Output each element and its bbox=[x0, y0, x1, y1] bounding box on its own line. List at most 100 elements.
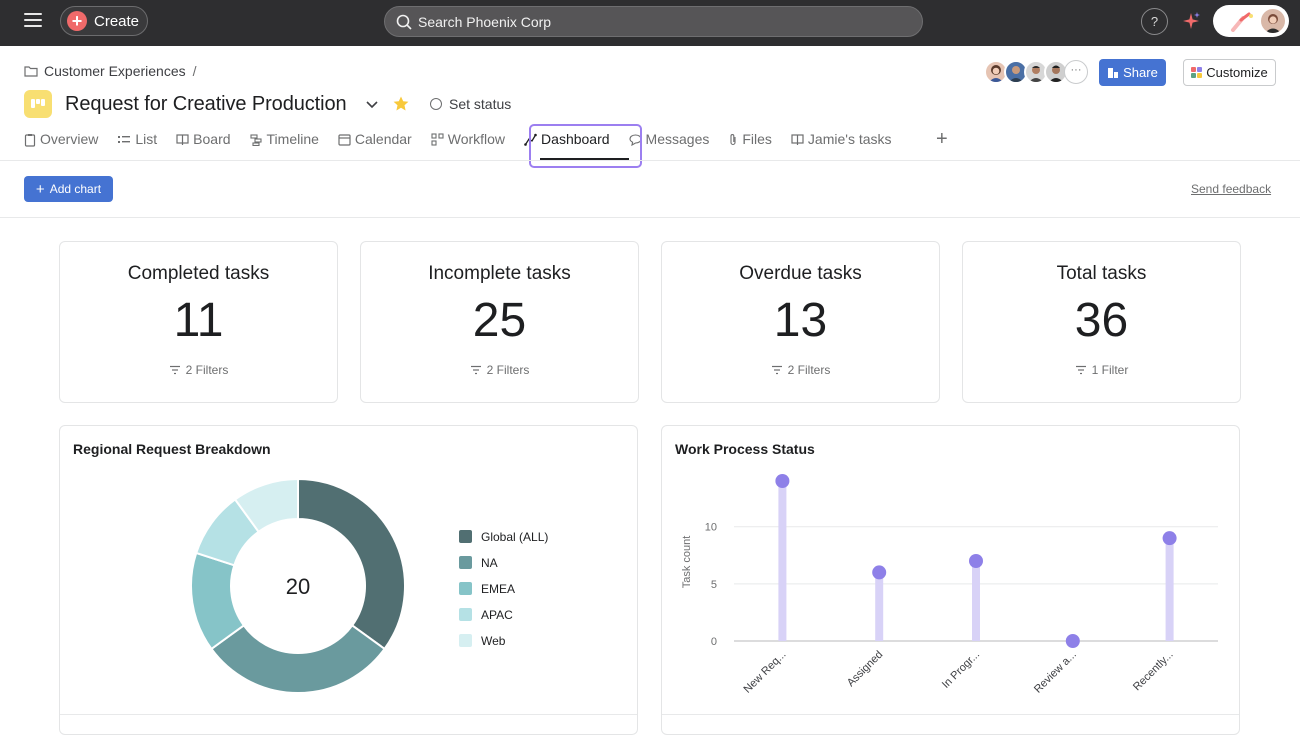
tab-jamies-tasks[interactable]: Jamie's tasks bbox=[791, 125, 892, 161]
stat-card-completed[interactable]: Completed tasks 11 2 Filters bbox=[59, 241, 338, 403]
breadcrumb-separator: / bbox=[192, 63, 197, 79]
help-button[interactable]: ? bbox=[1141, 8, 1168, 35]
tab-label: Jamie's tasks bbox=[807, 131, 892, 147]
chart-title: Regional Request Breakdown bbox=[73, 441, 271, 457]
donut-slice[interactable] bbox=[297, 477, 406, 651]
share-button[interactable]: Share bbox=[1099, 59, 1166, 86]
lollipop-point[interactable] bbox=[969, 554, 983, 568]
legend-label[interactable]: APAC bbox=[481, 608, 513, 622]
legend-label[interactable]: NA bbox=[481, 556, 498, 570]
lollipop-stem[interactable] bbox=[875, 572, 884, 641]
legend-swatch bbox=[459, 556, 472, 569]
timeline-icon bbox=[249, 134, 262, 146]
y-axis-label: Task count bbox=[681, 536, 693, 589]
lollipop-point[interactable] bbox=[775, 474, 790, 488]
lollipop-point[interactable] bbox=[1162, 531, 1177, 546]
add-tab-button[interactable]: + bbox=[936, 128, 948, 150]
stat-card-overdue[interactable]: Overdue tasks 13 2 Filters bbox=[661, 241, 940, 403]
legend-swatch bbox=[459, 582, 472, 595]
tab-timeline[interactable]: Timeline bbox=[249, 125, 319, 161]
top-bar: + Create Search Phoenix Corp ? bbox=[0, 0, 1300, 46]
y-tick-label: 0 bbox=[711, 636, 717, 648]
search-input[interactable]: Search Phoenix Corp bbox=[384, 6, 923, 37]
tab-list[interactable]: List bbox=[117, 125, 157, 161]
stat-filter[interactable]: 2 Filters bbox=[662, 363, 939, 377]
tab-label: Overview bbox=[40, 131, 99, 147]
filter-icon bbox=[470, 365, 481, 375]
lollipop-point[interactable] bbox=[872, 565, 887, 580]
divider bbox=[0, 217, 1300, 218]
active-tab-indicator bbox=[540, 158, 629, 160]
celebration-icon bbox=[1231, 12, 1253, 32]
filter-icon bbox=[169, 365, 180, 375]
tab-calendar[interactable]: Calendar bbox=[338, 125, 412, 161]
x-tick-label: New Req... bbox=[742, 649, 789, 696]
stat-value: 11 bbox=[173, 294, 224, 347]
plus-icon: + bbox=[67, 11, 87, 31]
board-icon bbox=[176, 134, 189, 145]
donut-center-label: 20 bbox=[286, 574, 310, 599]
stat-filter[interactable]: 2 Filters bbox=[361, 363, 638, 377]
stat-title: Incomplete tasks bbox=[428, 263, 571, 284]
customize-icon bbox=[1191, 67, 1203, 78]
x-tick-label: Assigned bbox=[845, 649, 885, 689]
hamburger-menu-icon[interactable] bbox=[24, 13, 42, 31]
ai-sparkle-icon[interactable] bbox=[1180, 10, 1202, 32]
legend-swatch bbox=[459, 608, 472, 621]
project-members[interactable]: ··· bbox=[984, 60, 1088, 84]
stat-filter-label: 2 Filters bbox=[486, 363, 530, 377]
stat-card-incomplete[interactable]: Incomplete tasks 25 2 Filters bbox=[360, 241, 639, 403]
donut-slice[interactable] bbox=[233, 477, 299, 534]
lollipop-stem[interactable] bbox=[778, 481, 787, 641]
send-feedback-link[interactable]: Send feedback bbox=[1191, 182, 1272, 196]
tab-label: Dashboard bbox=[541, 131, 610, 147]
search-placeholder: Search Phoenix Corp bbox=[418, 13, 552, 30]
customize-button[interactable]: Customize bbox=[1183, 59, 1276, 86]
share-icon bbox=[1108, 67, 1119, 78]
profile-menu[interactable] bbox=[1213, 5, 1289, 37]
legend-label[interactable]: Global (ALL) bbox=[481, 530, 548, 544]
legend-swatch bbox=[459, 634, 472, 647]
add-chart-button[interactable]: + Add chart bbox=[24, 176, 113, 202]
files-icon bbox=[730, 134, 736, 146]
star-icon[interactable] bbox=[392, 95, 410, 113]
tab-label: Workflow bbox=[447, 131, 506, 147]
chart-card-work-process[interactable]: Work Process Status 0 5 10 New Req... Assig… bbox=[661, 425, 1240, 735]
divider bbox=[662, 714, 1239, 715]
more-members-button[interactable]: ··· bbox=[1064, 60, 1088, 84]
divider bbox=[0, 160, 1300, 161]
stat-filter[interactable]: 2 Filters bbox=[60, 363, 337, 377]
chart-card-regional[interactable]: Regional Request Breakdown 20 Global (AL… bbox=[59, 425, 638, 735]
status-circle-icon bbox=[430, 98, 442, 110]
tab-workflow[interactable]: Workflow bbox=[431, 125, 505, 161]
stat-filter-label: 1 Filter bbox=[1091, 363, 1129, 377]
chevron-down-icon[interactable] bbox=[364, 96, 380, 112]
tab-overview[interactable]: Overview bbox=[24, 125, 98, 161]
donut-slice[interactable] bbox=[210, 623, 386, 694]
lollipop-point[interactable] bbox=[1065, 634, 1080, 648]
project-icon[interactable] bbox=[24, 90, 52, 118]
legend-label[interactable]: Web bbox=[481, 634, 506, 648]
tab-files[interactable]: Files bbox=[728, 125, 772, 161]
lollipop-stem[interactable] bbox=[972, 561, 980, 641]
legend-label[interactable]: EMEA bbox=[481, 582, 515, 596]
breadcrumb-link[interactable]: Customer Experiences bbox=[44, 63, 186, 79]
stat-filter-label: 2 Filters bbox=[185, 363, 229, 377]
tab-board[interactable]: Board bbox=[176, 125, 231, 161]
tab-label: Timeline bbox=[266, 131, 319, 147]
stat-value: 13 bbox=[773, 294, 828, 347]
filter-icon bbox=[771, 365, 782, 375]
lollipop-stem[interactable] bbox=[1165, 538, 1174, 641]
customize-label: Customize bbox=[1206, 65, 1268, 80]
stat-card-total[interactable]: Total tasks 36 1 Filter bbox=[962, 241, 1241, 403]
workflow-icon bbox=[431, 133, 444, 146]
tab-label: List bbox=[135, 131, 158, 147]
set-status-button[interactable]: Set status bbox=[430, 96, 511, 112]
create-button[interactable]: + Create bbox=[60, 6, 148, 36]
tab-dashboard[interactable]: Dashboard bbox=[524, 125, 610, 161]
stat-title: Total tasks bbox=[1056, 263, 1147, 284]
plus-icon: + bbox=[35, 180, 45, 198]
stat-filter[interactable]: 1 Filter bbox=[963, 363, 1240, 377]
messages-icon bbox=[628, 134, 642, 146]
tab-messages[interactable]: Messages bbox=[628, 125, 709, 161]
